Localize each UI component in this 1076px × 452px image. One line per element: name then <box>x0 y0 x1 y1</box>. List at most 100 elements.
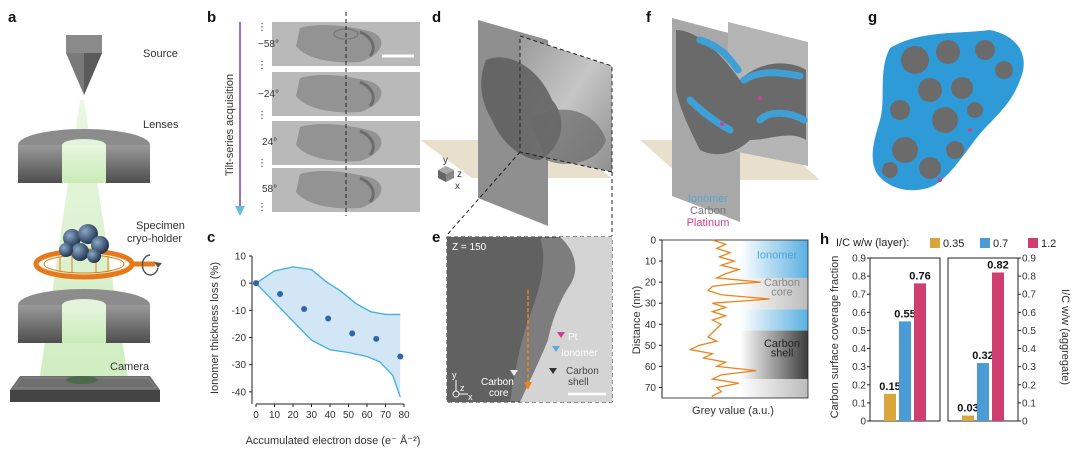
y-tick-label: 0 <box>1022 417 1028 428</box>
x-tick-label: 20 <box>287 410 299 421</box>
axis-z-label: z <box>460 383 465 393</box>
panel-c: c 0 10 20 30 40 50 60 70 80 10 0 -10 -20 -30 -40 Ionom… <box>207 229 420 447</box>
y-tick-label: 0.7 <box>1022 290 1036 301</box>
y-tick-label: -10 <box>232 306 247 317</box>
h-ylabel-left: Carbon surface coverage fraction <box>829 256 841 419</box>
legend-swatch <box>930 238 940 248</box>
tilt-arrow-icon <box>235 206 245 216</box>
region-label: Carbon <box>764 277 800 289</box>
y-tick-label: 0 <box>240 279 246 290</box>
carbon-region <box>447 237 544 402</box>
chart-c-ylabel: Ionomer thickness loss (%) <box>209 262 221 394</box>
axes-cube-icon <box>438 166 454 182</box>
panel-f-label: f <box>646 9 652 26</box>
ellipsis: ⋮ <box>257 60 267 71</box>
carbon-particle <box>530 109 606 164</box>
axis-x-label: x <box>455 181 460 192</box>
y-tick-label: 0.8 <box>852 272 866 283</box>
legend-ionomer: Ionomer <box>688 193 729 205</box>
camera-label: Camera <box>110 361 150 373</box>
x-tick-label: 70 <box>380 410 392 421</box>
cryo-holder-label: cryo-holder <box>127 233 182 245</box>
carbon-shell-marker-icon <box>549 368 557 374</box>
data-point <box>301 305 308 312</box>
y-tick-label: 0.1 <box>852 398 866 409</box>
particle-shadow <box>296 25 382 63</box>
tilt-angle-2: 24° <box>262 137 277 148</box>
ionomer-region <box>520 237 612 402</box>
legend-platinum: Platinum <box>687 217 730 229</box>
particle-edge <box>359 30 375 57</box>
panel-a: a Source Lenses <box>8 9 185 402</box>
chart-c-xlabel: Accumulated electron dose (e⁻ Å⁻²) <box>246 434 421 447</box>
rotate-arrow-icon <box>141 254 162 276</box>
bar <box>977 363 989 421</box>
pt-marker-icon <box>557 332 565 338</box>
profile-arrow-icon <box>524 382 532 390</box>
bar <box>914 283 926 421</box>
ellipsis: ⋮ <box>257 110 267 121</box>
profile-chart: IonomerCarboncoreCarbonshell010203040506… <box>645 236 809 399</box>
particle-shadow <box>296 124 382 162</box>
carbon-segment <box>676 30 806 155</box>
bar-value-label: 0.55 <box>894 308 915 320</box>
y-tick-label: 0.7 <box>852 290 866 301</box>
region-ionomer <box>740 240 808 278</box>
bar-value-label: 0.32 <box>972 350 993 362</box>
lower-lens-icon <box>18 289 150 343</box>
y-tick-label: 0.1 <box>1022 398 1036 409</box>
source-icon <box>66 35 102 95</box>
panel-g-label: g <box>868 9 877 26</box>
region-label: core <box>771 287 792 299</box>
bar <box>899 321 911 421</box>
y-tick-label: 0.8 <box>1022 272 1036 283</box>
panel-a-label: a <box>8 9 17 26</box>
y-tick-label: 10 <box>645 257 657 268</box>
x-tick-label: 0 <box>253 410 259 421</box>
bar <box>962 415 974 421</box>
legend-swatch <box>1028 238 1038 248</box>
tilt-angle-0: −58° <box>258 39 279 50</box>
ionomer-marker-icon <box>552 346 560 352</box>
y-tick-label: 40 <box>645 320 657 331</box>
panel-e-label: e <box>432 229 440 246</box>
bar-value-label: 0.76 <box>909 270 930 282</box>
panel-h: h I/C w/w (layer): 0.35 0.7 1.2 0 0.1 0.2 0.3… <box>820 231 1071 428</box>
legend-swatch <box>980 238 990 248</box>
axis-y-label: y <box>452 370 457 380</box>
y-tick-label: 50 <box>645 341 657 352</box>
y-tick-label: 0.9 <box>852 254 866 265</box>
x-tick-label: 10 <box>269 410 281 421</box>
selection-outline <box>519 35 613 173</box>
profile-ylabel: Distance (nm) <box>631 286 643 354</box>
y-tick-label: 0.6 <box>1022 308 1036 319</box>
carbon-core-marker-icon <box>510 370 518 376</box>
axis-z-label: z <box>457 169 462 180</box>
ellipsis: ⋮ <box>257 22 267 33</box>
platinum-particle <box>758 96 762 100</box>
panel-e: e Z = 150 Pt Ionomer Carbon shell Carbon… <box>432 229 613 403</box>
data-point <box>277 291 284 298</box>
region-label: Carbon <box>764 338 800 350</box>
coverage-bar-charts: 0 0.1 0.2 0.3 0.4 0.5 0.6 0.7 0.8 0.9 0.15 0.55 0.76… <box>852 254 1036 428</box>
zoom-line <box>445 151 521 237</box>
axis-x-label: x <box>468 392 473 402</box>
y-tick-label: -40 <box>232 387 247 398</box>
data-point <box>253 280 259 287</box>
ellipsis: ⋮ <box>257 158 267 169</box>
data-point <box>325 315 332 322</box>
bar-value-label: 0.03 <box>957 403 978 415</box>
region-label: shell <box>771 348 794 360</box>
panel-c-label: c <box>207 229 215 246</box>
profile-xlabel: Grey value (a.u.) <box>692 405 774 417</box>
axes-icon <box>452 380 468 398</box>
carbon-clusters <box>882 40 1013 179</box>
specimen-label: Specimen <box>136 220 185 232</box>
data-point <box>373 335 380 342</box>
camera-icon <box>10 376 160 402</box>
panel-b: b Tilt-series acquisition −58° −24° 24° … <box>207 9 420 216</box>
platinum-particle <box>720 122 724 126</box>
legend-label: 0.7 <box>993 238 1008 250</box>
y-tick-label: 10 <box>235 252 247 263</box>
